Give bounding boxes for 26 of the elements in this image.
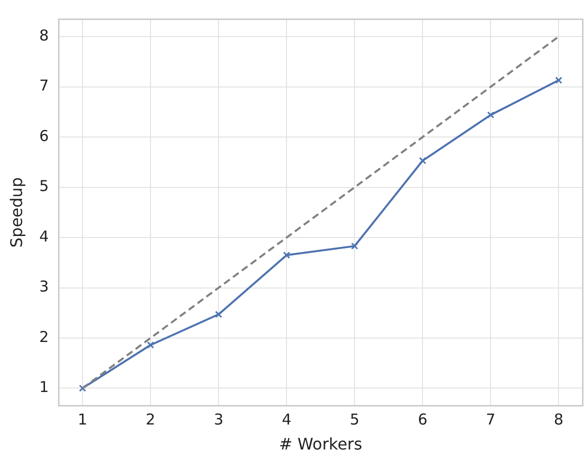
y-tick-label: 2 <box>39 328 49 346</box>
x-axis-title: # Workers <box>279 434 362 454</box>
point <box>215 310 222 318</box>
x-tick-label: 2 <box>146 410 156 429</box>
point <box>351 242 358 250</box>
y-tick-label: 8 <box>39 26 49 44</box>
y-axis-title: Speedup <box>6 177 26 248</box>
x-tick-label: 6 <box>418 410 428 429</box>
y-tick-label: 6 <box>39 126 49 145</box>
y-tick-label: 7 <box>39 76 49 95</box>
x-tick-label: 1 <box>78 410 88 429</box>
x-tick-label: 7 <box>486 410 496 429</box>
x-tick-label: 4 <box>282 410 292 429</box>
y-tick-label: 3 <box>39 278 49 296</box>
y-tick-label: 5 <box>39 177 49 196</box>
y-tick-label: 4 <box>39 227 49 246</box>
point <box>78 384 86 392</box>
point <box>146 341 154 349</box>
x-tick-label: 3 <box>214 410 224 429</box>
x-tick-label: 5 <box>350 410 360 429</box>
point <box>419 157 426 164</box>
point <box>555 76 562 84</box>
point <box>283 252 290 259</box>
y-tick-label: 1 <box>39 378 49 396</box>
x-tick-label: 8 <box>554 410 564 429</box>
point <box>487 111 494 119</box>
